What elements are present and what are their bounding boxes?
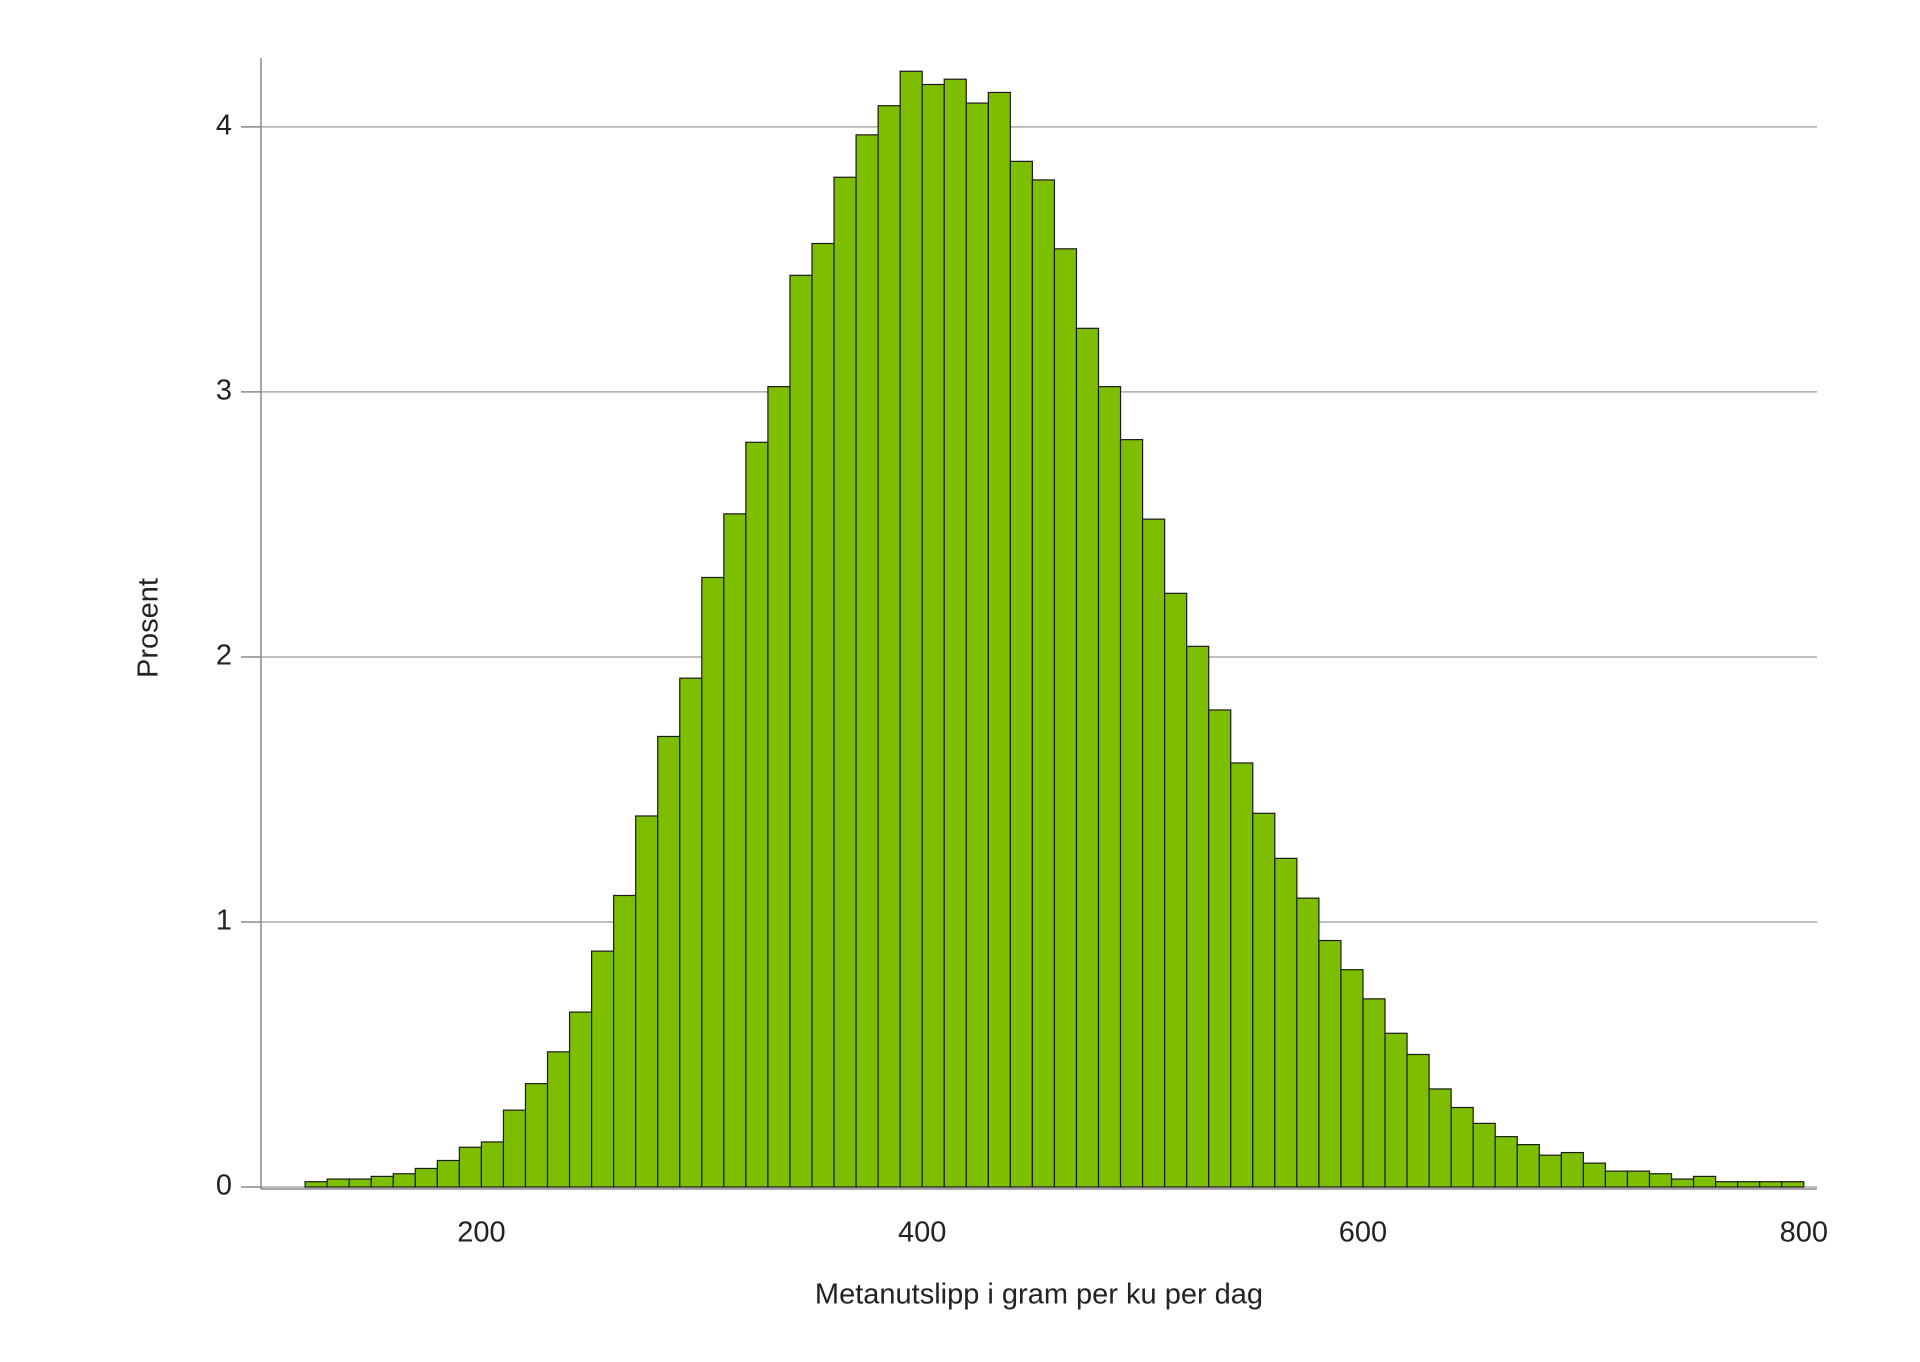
bar [1186, 645, 1210, 1188]
bar [1715, 1181, 1739, 1188]
x-tick-label: 200 [457, 1217, 505, 1249]
y-tick-label: 3 [216, 375, 232, 407]
bar [546, 1051, 571, 1188]
bar [613, 894, 637, 1188]
bar [1516, 1143, 1540, 1188]
bar [1318, 939, 1342, 1188]
bar [1737, 1181, 1761, 1188]
bar [701, 576, 725, 1188]
bar [502, 1109, 527, 1188]
bar [590, 950, 615, 1188]
bar [436, 1159, 460, 1188]
bar [1626, 1170, 1651, 1188]
bar [877, 105, 901, 1188]
bar [1538, 1154, 1562, 1188]
bar [1053, 248, 1078, 1188]
y-axis-label: Prosent [133, 578, 165, 678]
bar [855, 134, 879, 1188]
bar [767, 386, 791, 1188]
bar [1560, 1151, 1584, 1188]
x-tick-label: 600 [1339, 1217, 1387, 1249]
bar [326, 1178, 350, 1188]
bar [1141, 518, 1166, 1188]
bar [1582, 1162, 1607, 1188]
bar [1097, 386, 1122, 1188]
bar [833, 176, 857, 1188]
bar [1670, 1178, 1695, 1188]
bar [1164, 592, 1188, 1188]
bar [370, 1175, 394, 1188]
bar [1604, 1170, 1629, 1188]
bar [304, 1181, 328, 1188]
bar [789, 274, 813, 1188]
bar [1362, 998, 1386, 1188]
bar [1692, 1175, 1717, 1188]
bar [899, 70, 923, 1188]
bar [414, 1167, 438, 1188]
y-tick-label: 1 [216, 905, 232, 937]
bar [1450, 1106, 1474, 1188]
x-axis-label: Metanutslipp i gram per ku per dag [815, 1279, 1263, 1311]
x-tick-label: 800 [1780, 1217, 1828, 1249]
bar [1274, 857, 1298, 1188]
bar [524, 1083, 549, 1188]
bar [1759, 1181, 1783, 1188]
bar [568, 1011, 593, 1188]
bar [679, 677, 703, 1188]
bar [657, 735, 681, 1188]
x-tick-label: 400 [898, 1217, 946, 1249]
bar [1406, 1053, 1430, 1188]
bar [1340, 969, 1364, 1188]
bar [921, 83, 945, 1188]
bar [1031, 179, 1056, 1188]
bar [745, 441, 769, 1188]
bar [635, 815, 659, 1188]
bar [965, 102, 989, 1188]
bar [943, 78, 967, 1188]
bar [1296, 897, 1320, 1188]
bar [1075, 327, 1100, 1188]
bar [1472, 1122, 1496, 1188]
bar [1648, 1173, 1673, 1188]
bar [987, 91, 1011, 1188]
y-tick-label: 2 [216, 640, 232, 672]
bar [1428, 1088, 1452, 1188]
y-tick-label: 0 [216, 1170, 232, 1202]
bar [1781, 1181, 1805, 1188]
bar [392, 1173, 416, 1188]
bar [1119, 439, 1144, 1188]
bar [1494, 1136, 1518, 1188]
bar [458, 1146, 482, 1188]
bar [480, 1141, 505, 1188]
bar [811, 242, 835, 1188]
bar [723, 513, 747, 1188]
bar [1208, 709, 1232, 1188]
bar [348, 1178, 372, 1188]
bar [1252, 812, 1276, 1188]
bar [1230, 762, 1254, 1188]
y-tick-label: 4 [216, 110, 232, 142]
bar [1384, 1032, 1408, 1188]
bar [1009, 160, 1033, 1188]
